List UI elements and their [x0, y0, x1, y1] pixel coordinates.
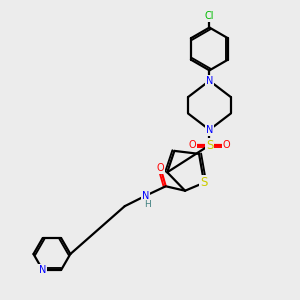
Text: S: S: [200, 176, 208, 189]
Text: S: S: [206, 139, 213, 152]
Text: N: N: [206, 76, 213, 86]
Text: N: N: [206, 76, 213, 86]
Text: O: O: [157, 163, 164, 173]
Text: N: N: [39, 265, 46, 275]
Text: H: H: [145, 200, 151, 208]
Text: N: N: [142, 191, 149, 201]
Text: O: O: [223, 140, 230, 150]
Text: O: O: [188, 140, 196, 150]
Text: Cl: Cl: [205, 11, 214, 21]
Text: N: N: [206, 125, 213, 135]
